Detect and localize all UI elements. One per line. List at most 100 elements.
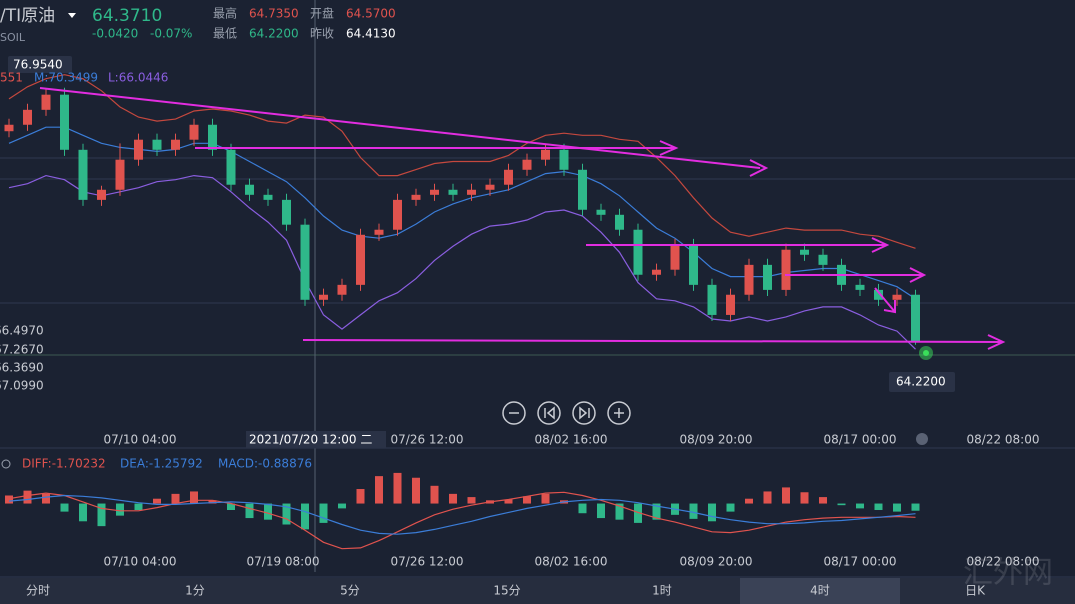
high-label: 76.9540 [13, 58, 63, 72]
tab[interactable]: 分时 [26, 584, 50, 598]
macd-bar [652, 503, 661, 520]
trend-lines [39, 87, 1006, 350]
candle-body [97, 189, 106, 200]
tab[interactable]: 日K [965, 584, 986, 598]
boll-legend: 551 [0, 71, 23, 85]
symbol[interactable]: /TI原油 [0, 6, 55, 26]
x-tick-label: 07/26 12:00 [391, 555, 464, 569]
candle-body [356, 234, 365, 285]
macd-bar [708, 503, 716, 522]
candle-body [171, 139, 180, 150]
tab[interactable]: 15分 [493, 584, 520, 598]
candle-body [707, 284, 717, 315]
left-label: 66.4970 [0, 324, 44, 338]
x-tick-label: 08/02 16:00 [535, 433, 608, 447]
trend-line [586, 237, 890, 253]
go-start[interactable] [537, 401, 561, 425]
macd-bar [412, 477, 420, 504]
macd-bar [782, 487, 790, 504]
candle-body [448, 189, 458, 195]
candle-body [596, 209, 606, 215]
candle-body [60, 94, 69, 150]
tab-bar [0, 578, 1075, 604]
tab[interactable]: 5分 [340, 584, 360, 598]
candle-body [726, 294, 735, 315]
boll-legend: M:70.3499 [34, 71, 98, 85]
candle-body [189, 124, 199, 140]
candle-body [781, 249, 791, 290]
macd-bar [856, 503, 864, 509]
icon [544, 406, 555, 420]
macd-bar [837, 503, 846, 506]
macd-bar [116, 503, 124, 516]
last-price-dot [923, 350, 929, 356]
candle-body [393, 199, 402, 230]
macd-bar [393, 472, 402, 504]
candle-body [319, 294, 328, 300]
tab[interactable]: 1时 [652, 584, 672, 598]
code: SOIL [0, 31, 26, 44]
candle-body [652, 269, 661, 275]
candle-body [78, 149, 88, 200]
indicator-line [8, 174, 916, 350]
stat-label: 开盘 [310, 6, 334, 21]
macd-bar [911, 503, 920, 511]
dropdown-icon[interactable] [68, 13, 76, 18]
macd-bar [430, 485, 439, 504]
zoom-in[interactable] [607, 401, 631, 425]
price: 64.3710 [92, 6, 162, 26]
header: /TI原油 64.3710 SOIL -0.0420 -0.07% 最高 64.… [0, 6, 396, 45]
candle-body [226, 149, 236, 185]
macd-legend: DIFF:-1.70232 [22, 457, 106, 471]
settings-icon[interactable] [1, 459, 11, 469]
candle-body [337, 284, 347, 295]
x-tick-label: 07/10 04:00 [104, 555, 177, 569]
x-tick-label: 08/09 20:00 [680, 433, 753, 447]
macd-bar [800, 492, 809, 504]
candle-body [855, 284, 865, 290]
macd-bar [134, 503, 143, 510]
zoom-out[interactable] [502, 401, 526, 425]
candle-body [818, 254, 828, 265]
macd-bar [79, 503, 87, 522]
scroll-handle[interactable] [916, 433, 928, 445]
left-label: 67.2670 [0, 343, 44, 357]
x-tick-label: 07/26 12:00 [391, 433, 464, 447]
go-end[interactable] [572, 401, 596, 425]
candle-body [744, 264, 754, 295]
candle-body [559, 149, 569, 170]
candle-body [4, 124, 14, 132]
change-pct: -0.07% [150, 27, 192, 41]
x-tick-label: 08/17 00:00 [824, 433, 897, 447]
left-label: 66.3690 [0, 361, 44, 375]
macd-bar [763, 491, 772, 504]
macd-bar [208, 500, 217, 504]
macd-legend: DEA:-1.25792 [120, 457, 203, 471]
candle-body [485, 184, 495, 190]
macd-bar [227, 503, 235, 510]
icon [579, 406, 590, 420]
indicator-line [8, 494, 916, 535]
macd-bar [375, 476, 383, 504]
macd-bar [615, 503, 624, 520]
candle-body [522, 159, 532, 170]
macd-bar [245, 503, 254, 519]
candle-body [467, 189, 476, 195]
candle-body [633, 229, 643, 275]
candle-body [541, 149, 550, 160]
candle-body [208, 124, 217, 150]
macd-bar [819, 497, 827, 504]
macd-bar [97, 503, 106, 527]
macd-bar [523, 496, 531, 504]
x-tick-label: 08/02 16:00 [535, 555, 608, 569]
x-tick-label: 08/22 08:00 [967, 433, 1040, 447]
candle-body [411, 194, 421, 200]
macd-bar [634, 503, 642, 523]
icon [614, 408, 624, 418]
tab[interactable]: 1分 [185, 584, 205, 598]
trend-line [302, 334, 1006, 350]
tab[interactable]: 4时 [810, 584, 830, 598]
stat-value: 64.4130 [346, 27, 396, 41]
